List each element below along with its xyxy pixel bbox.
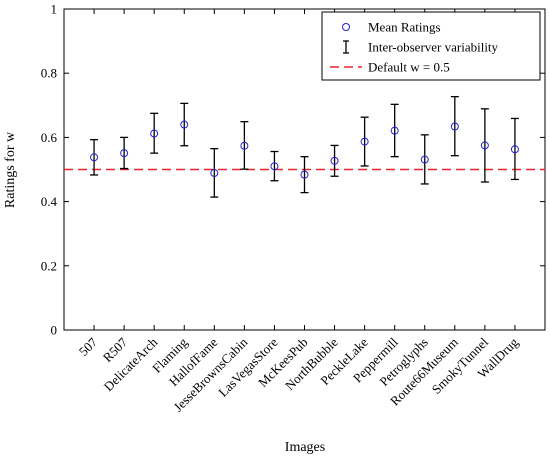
error-bar	[180, 102, 189, 147]
y-axis-title: Ratings for w	[3, 131, 18, 208]
legend-box	[321, 11, 541, 81]
error-bar	[330, 144, 339, 177]
mean-marker	[390, 126, 399, 135]
y-tick-label: 0.4	[41, 194, 58, 209]
error-bar	[300, 156, 309, 194]
legend-label-variability: Inter-observer variability	[368, 40, 499, 55]
mean-marker	[210, 169, 219, 178]
legend-marker-mean	[342, 23, 350, 31]
mean-marker	[420, 155, 429, 164]
error-bar	[120, 136, 129, 170]
error-bar	[510, 117, 519, 181]
error-bar	[90, 138, 99, 176]
mean-marker	[330, 156, 339, 165]
y-tick-label: 0	[51, 323, 58, 338]
error-bar	[240, 121, 249, 170]
y-tick-label: 0.6	[41, 130, 58, 145]
legend-label-default: Default w = 0.5	[368, 60, 450, 75]
mean-marker	[180, 120, 189, 129]
legend: Mean Ratings Inter-observer variability De…	[321, 11, 541, 81]
legend-label-mean: Mean Ratings	[368, 20, 441, 35]
error-bar	[270, 150, 279, 182]
y-tick-label: 0.2	[41, 258, 57, 273]
mean-marker	[270, 162, 279, 171]
mean-marker	[90, 153, 99, 162]
mean-marker	[120, 149, 129, 158]
error-bar	[360, 116, 369, 167]
y-tick-label: 0.8	[41, 66, 57, 81]
error-bar	[480, 108, 489, 183]
y-tick-label: 1	[51, 2, 58, 17]
error-bar	[420, 134, 429, 185]
mean-marker	[510, 145, 519, 154]
mean-marker	[450, 122, 459, 131]
mean-marker	[360, 137, 369, 146]
error-bar	[450, 95, 459, 157]
error-bar	[210, 147, 219, 198]
mean-marker	[240, 141, 249, 150]
error-bar	[150, 112, 159, 154]
error-bar	[390, 103, 399, 158]
x-tick-label: 507	[76, 334, 101, 359]
mean-marker	[480, 141, 489, 150]
x-axis-title: Images	[285, 440, 325, 455]
mean-marker	[150, 129, 159, 138]
mean-marker	[300, 170, 309, 179]
